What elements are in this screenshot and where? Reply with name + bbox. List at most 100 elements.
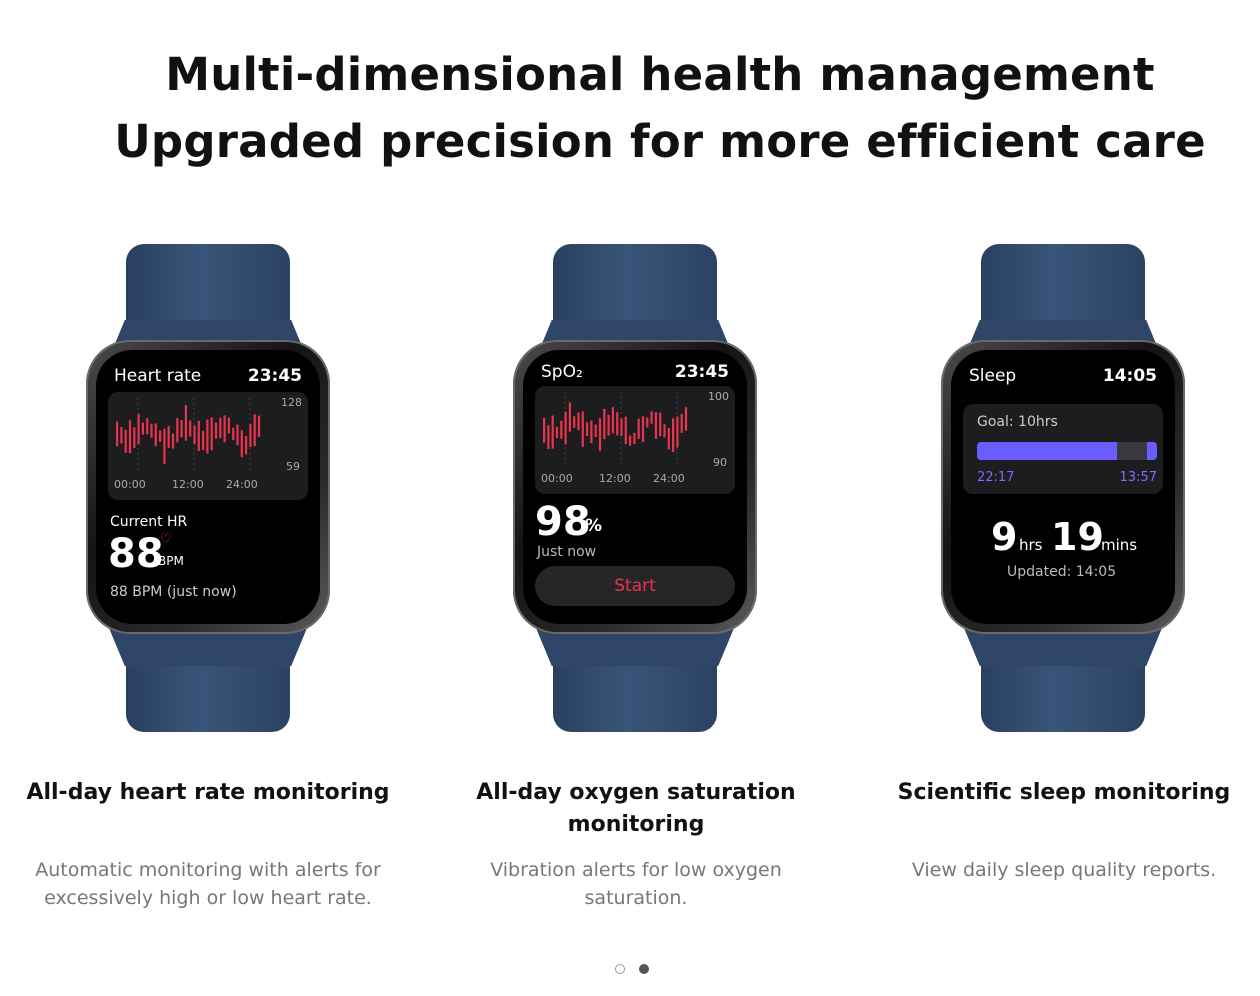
chart-bar	[116, 421, 119, 447]
chart-max-label: 128	[281, 396, 302, 409]
chart-bar	[133, 427, 136, 448]
screen-time: 23:45	[674, 362, 729, 382]
chart-bar	[189, 420, 192, 437]
chart-bar	[629, 435, 632, 446]
sleep-end-time: 13:57	[1119, 470, 1157, 485]
chart-bar	[219, 417, 222, 439]
description-spo2: Vibration alerts for low oxygen saturati…	[490, 859, 782, 909]
chart-bar	[227, 417, 230, 434]
sleep-goal-panel: Goal: 10hrs 22:17 13:57	[963, 404, 1163, 494]
watch-screen-heart-rate: Heart rate 23:45 128 59 00:00 12:00 24:0…	[96, 350, 320, 624]
chart-bar	[616, 412, 619, 436]
chart-bar	[193, 425, 196, 445]
chart-bar	[543, 417, 546, 443]
watch-screen-spo2: SpO₂ 23:45 100 90 00:00 12:00 24:00 98 %…	[523, 350, 747, 624]
chart-bar	[560, 420, 563, 439]
chart-bar	[171, 433, 175, 449]
chart-bar	[641, 416, 645, 442]
product-sleep: Sleep 14:05 Goal: 10hrs 22:17 13:57 9 hr…	[901, 244, 1260, 734]
caption-spo2: All-day oxygen saturation monitoring	[476, 780, 796, 837]
chart-bar	[197, 420, 200, 451]
caption-heart-rate: All-day heart rate monitoring	[26, 780, 390, 805]
description-sleep: View daily sleep quality reports.	[911, 859, 1217, 881]
sleep-progress-tail	[1147, 442, 1157, 460]
sleep-hours-unit: hrs	[1019, 536, 1043, 554]
chart-bar	[128, 420, 132, 454]
chart-bar	[210, 417, 213, 451]
chart-bar	[659, 412, 662, 437]
chart-bar	[555, 426, 559, 439]
spo2-note: Just now	[537, 544, 597, 560]
chart-tick-start: 00:00	[114, 478, 146, 491]
screen-title: SpO₂	[541, 362, 583, 382]
chart-bar	[137, 413, 140, 445]
spo2-value: 98	[535, 499, 591, 545]
chart-bar	[547, 425, 550, 449]
headline-line-2: Upgraded precision for more efficient ca…	[114, 115, 1206, 168]
spo2-unit: %	[585, 516, 603, 536]
sleep-mins-value: 19	[1051, 515, 1104, 559]
chart-bar	[245, 436, 248, 455]
chart-bar	[232, 427, 235, 441]
chart-bar	[598, 418, 602, 452]
screen-title: Heart rate	[114, 366, 202, 386]
chart-bar	[590, 420, 593, 444]
screen-time: 14:05	[1102, 366, 1157, 386]
pagination-dot-2[interactable]	[639, 964, 649, 974]
description-heart-rate: Automatic monitoring with alerts for exc…	[35, 859, 381, 909]
caption-sleep: Scientific sleep monitoring	[897, 780, 1231, 805]
screen-title: Sleep	[969, 366, 1017, 386]
chart-bar	[607, 414, 610, 436]
chart-min-label: 59	[286, 460, 300, 473]
heart-rate-unit: BPM	[158, 554, 184, 568]
heart-icon: ♡	[160, 532, 172, 547]
spo2-chart: 100 90 00:00 12:00 24:00	[535, 386, 735, 494]
chart-bar	[223, 415, 226, 443]
watch-screen-sleep: Sleep 14:05 Goal: 10hrs 22:17 13:57 9 hr…	[951, 350, 1175, 624]
chart-bar	[141, 422, 144, 435]
chart-bar	[154, 423, 157, 447]
chart-bar	[663, 424, 666, 438]
heart-rate-bars	[116, 398, 261, 472]
chart-bar	[159, 430, 162, 442]
chart-bar	[680, 413, 683, 433]
chart-tick-end: 24:00	[226, 478, 258, 491]
sleep-start-time: 22:17	[977, 470, 1015, 485]
chart-bar	[620, 418, 623, 437]
pagination-dot-1[interactable]	[615, 964, 625, 974]
chart-bar	[624, 416, 627, 445]
chart-bar	[637, 418, 640, 439]
carousel-pagination	[615, 964, 649, 974]
chart-bar	[654, 412, 657, 439]
chart-bar	[667, 427, 670, 450]
product-spo2: SpO₂ 23:45 100 90 00:00 12:00 24:00 98 %…	[473, 244, 833, 734]
chart-bar	[202, 430, 205, 450]
chart-bar	[672, 418, 675, 453]
chart-bar	[577, 412, 580, 431]
chart-bar	[167, 426, 170, 448]
sleep-goal-progress	[977, 442, 1157, 460]
chart-min-label: 90	[713, 456, 727, 469]
screen-time: 23:45	[247, 366, 302, 386]
product-heart-rate: Heart rate 23:45 128 59 00:00 12:00 24:0…	[46, 244, 406, 734]
sleep-goal-label: Goal: 10hrs	[977, 414, 1058, 430]
chart-bar	[650, 411, 653, 424]
chart-bar	[150, 423, 153, 438]
chart-tick-end: 24:00	[653, 472, 685, 485]
chart-bar	[551, 415, 554, 449]
chart-max-label: 100	[708, 390, 729, 403]
spo2-bars	[543, 392, 688, 466]
chart-bar	[124, 429, 127, 453]
heart-rate-chart: 128 59 00:00 12:00 24:00	[108, 392, 308, 500]
chart-bar	[249, 424, 252, 448]
chart-tick-mid: 12:00	[172, 478, 204, 491]
chart-bar	[257, 415, 261, 438]
sleep-progress-fill	[977, 442, 1118, 460]
start-button[interactable]: Start	[535, 566, 735, 606]
chart-bar	[594, 424, 597, 438]
chart-bar	[253, 414, 256, 447]
chart-bar	[646, 417, 649, 428]
chart-bar	[146, 418, 149, 435]
chart-bar	[163, 428, 166, 464]
heart-rate-value: 88	[108, 531, 164, 577]
